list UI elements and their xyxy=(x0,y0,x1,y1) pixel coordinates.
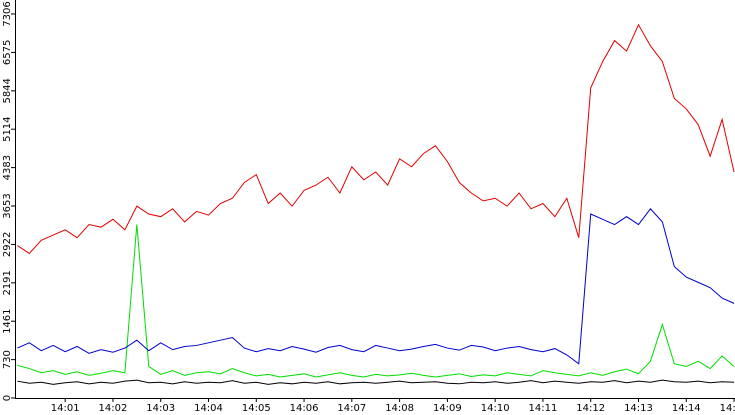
y-tick-label: 1461 xyxy=(2,308,13,333)
series-line xyxy=(17,224,735,378)
y-tick-label: 730 xyxy=(2,350,13,369)
x-tick-label: 14:07 xyxy=(337,403,366,414)
y-tick-label: 5114 xyxy=(2,116,13,141)
y-tick-label: 2922 xyxy=(2,232,13,257)
y-tick-label: 7306 xyxy=(2,1,13,26)
x-tick-label: 14:11 xyxy=(529,403,558,414)
y-tick-label: 0 xyxy=(2,395,13,401)
x-tick-label: 14:05 xyxy=(242,403,271,414)
x-tick-label: 14:06 xyxy=(290,403,319,414)
y-tick-label: 4383 xyxy=(2,155,13,180)
y-tick-label: 2191 xyxy=(2,270,13,295)
series-line xyxy=(17,23,735,255)
x-tick-label: 14:13 xyxy=(624,403,653,414)
x-tick-label: 14:02 xyxy=(99,403,128,414)
x-tick-label: 14:03 xyxy=(146,403,175,414)
x-tick-label: 14:14 xyxy=(672,403,701,414)
x-tick-label: 14:09 xyxy=(433,403,462,414)
x-tick-label: 14:10 xyxy=(481,403,510,414)
y-tick-label: 5844 xyxy=(2,78,13,103)
series-line xyxy=(17,207,735,365)
y-tick-label: 6575 xyxy=(2,40,13,65)
series-line xyxy=(17,379,735,385)
x-tick-label: 14:12 xyxy=(576,403,605,414)
x-tick-label: 14:01 xyxy=(51,403,80,414)
x-tick-label: 14:15 xyxy=(720,403,735,414)
x-tick-label: 14:08 xyxy=(385,403,414,414)
x-tick-label: 14:04 xyxy=(194,403,223,414)
y-tick-label: 3653 xyxy=(2,193,13,218)
